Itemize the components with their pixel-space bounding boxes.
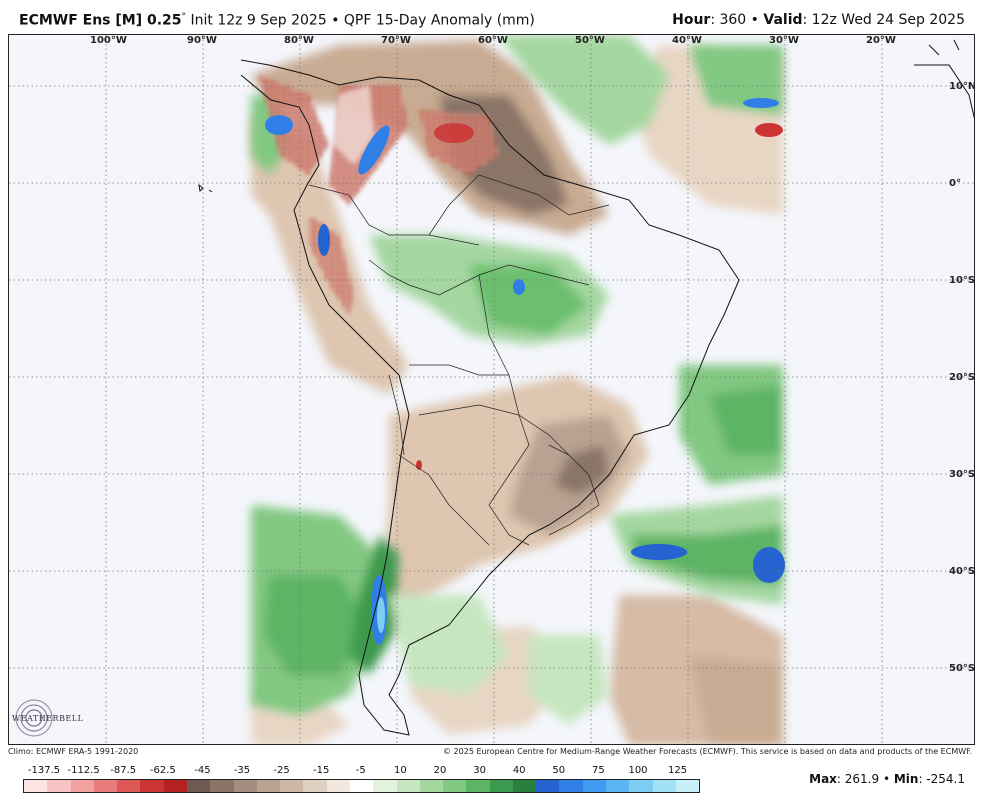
colorbar-swatch (256, 780, 281, 792)
colorbar-swatch (582, 780, 607, 792)
map-panel[interactable]: 100°W 90°W 80°W 70°W 60°W 50°W 40°W 30°W 20°W 10°… (8, 34, 975, 745)
model-name: ECMWF Ens [M] 0.25 (19, 12, 182, 29)
latitude-label: 50°S (949, 663, 975, 674)
ecmwf-copyright: © 2025 European Centre for Medium-Range … (443, 747, 972, 756)
colorbar-swatch (373, 780, 397, 792)
wet-anomaly-fields (251, 35, 783, 725)
min-value: : -254.1 (918, 772, 965, 786)
colorbar-legend (23, 779, 700, 793)
colorbar-swatch (606, 780, 630, 792)
valid-info: Hour: 360 • Valid: 12z Wed 24 Sep 2025 (672, 12, 965, 28)
colorbar-swatch (419, 780, 444, 792)
colorbar-label: -35 (233, 765, 251, 776)
hour-label: Hour (672, 12, 711, 28)
colorbar-label: -62.5 (149, 765, 176, 776)
colorbar-swatch (559, 780, 583, 792)
coastlines (198, 39, 974, 736)
longitude-label: 80°W (284, 35, 314, 46)
colorbar-label: -15 (313, 765, 330, 776)
valid-value: : 12z Wed 24 Sep 2025 (802, 12, 965, 28)
map-title: ECMWF Ens [M] 0.25° Init 12z 9 Sep 2025 … (19, 12, 535, 29)
longitude-label: 90°W (187, 35, 217, 46)
hour-value: : 360 • (710, 12, 764, 28)
country-borders (308, 174, 610, 546)
latitude-label: 40°S (949, 566, 975, 577)
longitude-label: 50°W (575, 35, 605, 46)
intense-wet-cores (265, 98, 785, 645)
colorbar-swatch (652, 780, 676, 792)
longitude-label: 20°W (866, 35, 896, 46)
init-info: Init 12z 9 Sep 2025 • QPF 15-Day Anomaly… (186, 12, 535, 29)
colorbar-label: 10 (394, 765, 407, 776)
max-value: : 261.9 • (836, 772, 894, 786)
anomaly-map (9, 35, 974, 744)
longitude-label: 60°W (478, 35, 508, 46)
colorbar-swatch (675, 780, 700, 792)
colorbar-swatch (210, 780, 234, 792)
max-label: Max (809, 772, 837, 786)
colorbar-swatch (466, 780, 490, 792)
colorbar-swatch (512, 780, 537, 792)
colorbar-label: -45 (194, 765, 211, 776)
colorbar-swatch (489, 780, 513, 792)
latitude-label: 10°S (949, 275, 975, 286)
colorbar-swatch (233, 780, 257, 792)
colorbar-label: 20 (433, 765, 447, 776)
colorbar-label: -112.5 (67, 765, 100, 776)
colorbar-swatch (163, 780, 187, 792)
colorbar-swatch (47, 780, 71, 792)
graticule (9, 35, 974, 744)
colorbar-swatch (326, 780, 350, 792)
colorbar-label: 40 (512, 765, 526, 776)
longitude-label: 70°W (381, 35, 411, 46)
colorbar-label: 75 (592, 765, 605, 776)
intense-dry-cores (416, 123, 783, 470)
weatherbell-logo: WEATHERBELL (12, 696, 84, 740)
longitude-label: 40°W (672, 35, 702, 46)
colorbar-label: 30 (473, 765, 486, 776)
latitude-label: 30°S (949, 469, 975, 480)
max-min-stats: Max: 261.9 • Min: -254.1 (809, 772, 965, 786)
colorbar-label: 100 (628, 765, 648, 776)
min-label: Min (893, 772, 919, 786)
climo-credit: Climo: ECMWF ERA-5 1991-2020 (8, 747, 139, 756)
colorbar-label: -5 (355, 765, 366, 776)
latitude-label: 20°S (949, 372, 975, 383)
valid-label: Valid (763, 12, 803, 28)
longitude-label: 30°W (769, 35, 799, 46)
colorbar-label: -137.5 (27, 765, 61, 776)
logo-text: WEATHERBELL (12, 714, 84, 723)
colorbar-swatch (349, 780, 374, 792)
colorbar-swatch (186, 780, 211, 792)
colorbar-swatch (117, 780, 141, 792)
degree-mark: ° (181, 12, 187, 22)
logo-swirl-icon (15, 699, 53, 737)
colorbar-label: -25 (273, 765, 290, 776)
colorbar-swatch (536, 780, 560, 792)
colorbar-swatch (443, 780, 467, 792)
latitude-label: 0° (949, 178, 961, 189)
colorbar-label: 50 (552, 765, 566, 776)
colorbar-label: -87.5 (110, 765, 137, 776)
colorbar-swatch (396, 780, 420, 792)
colorbar-swatch (280, 780, 304, 792)
colorbar-swatch (629, 780, 653, 792)
colorbar-label: 125 (668, 765, 688, 776)
colorbar-swatch (93, 780, 118, 792)
latitude-label: 10°N (949, 81, 975, 92)
colorbar-swatch (24, 780, 48, 792)
colorbar-swatch (70, 780, 94, 792)
colorbar-swatch (140, 780, 164, 792)
colorbar-swatch (303, 780, 327, 792)
header: ECMWF Ens [M] 0.25° Init 12z 9 Sep 2025 … (0, 0, 984, 34)
longitude-label: 100°W (90, 35, 127, 46)
